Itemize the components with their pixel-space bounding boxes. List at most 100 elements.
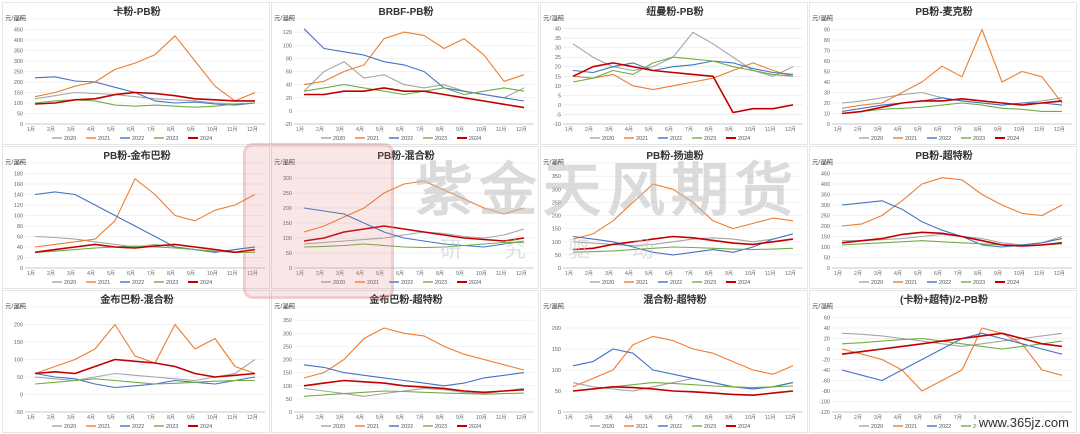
x-tick-label: 7月 [147,126,155,133]
y-tick-label: 40 [824,80,830,86]
legend-label: 2024 [738,424,750,430]
x-tick-label: 9月 [994,126,1002,133]
chart-panel-5: PB粉-金布巴粉 元/湿吨 0 20 40 60 80 100 120 140 160 180 200 1… [2,146,270,289]
x-tick-label: 2月 [47,126,55,133]
x-tick-label: 7月 [954,414,962,421]
y-tick-label: 150 [283,221,292,227]
series-line-2021 [303,327,525,379]
y-tick-label: 5 [558,93,561,99]
x-tick-label: 8月 [436,414,444,421]
chart-panel-4: PB粉-麦克粉 元/湿吨 0 10 20 30 40 50 60 70 80 90 100 1月 2月 3月 4… [809,2,1077,145]
x-tick-label: 4月 [356,126,364,133]
watermark-seal-logo [243,143,394,299]
x-tick-label: 3月 [874,270,882,277]
legend-label: 2021 [905,280,917,286]
y-tick-label: 180 [14,172,23,178]
x-tick-label: 7月 [147,414,155,421]
y-tick-label: 150 [283,371,292,377]
legend-label: 2023 [166,280,178,286]
x-tick-label: 11月 [765,414,776,421]
chart-panel-9: 金布巴粉-混合粉 元/湿吨 -50 0 50 100 150 200 250 1月 2月 3月 4月 5月… [2,290,270,433]
x-tick-label: 6月 [934,270,942,277]
x-tick-label: 3月 [67,270,75,277]
x-tick-label: 11月 [227,414,238,421]
x-tick-label: 7月 [416,270,424,277]
y-tick-label: 120 [14,203,23,209]
y-tick-label: 350 [821,193,830,199]
x-tick-label: 5月 [107,270,115,277]
x-tick-label: 5月 [645,126,653,133]
x-tick-label: 2月 [854,126,862,133]
legend-label: 2021 [367,424,379,430]
x-tick-label: 2月 [854,270,862,277]
y-tick-label: 0 [289,266,292,272]
legend-label: 2020 [602,136,614,142]
y-tick-label: 400 [14,38,23,44]
x-tick-label: 12月 [1054,270,1065,277]
x-tick-label: 12月 [785,270,796,277]
y-tick-label: 0 [827,266,830,272]
x-tick-label: 6月 [665,414,673,421]
y-axis-unit: 元/湿吨 [812,13,834,22]
x-tick-label: 4月 [625,126,633,133]
x-tick-label: 12月 [247,270,258,277]
y-tick-label: -5 [556,112,561,118]
y-tick-label: 0 [558,410,561,416]
x-tick-label: 12月 [1054,126,1065,133]
x-tick-label: 7月 [416,126,424,133]
x-tick-label: 7月 [147,270,155,277]
x-tick-label: 6月 [396,270,404,277]
x-tick-label: 7月 [954,270,962,277]
x-tick-label: 2月 [585,126,593,133]
chart-panel-3: 纽曼粉-PB粉 元/湿吨 -10 -5 0 5 10 15 20 25 30 35 40 45 1月 2月 3月… [540,2,808,145]
x-tick-label: 9月 [725,270,733,277]
y-tick-label: 100 [283,236,292,242]
legend-label: 2021 [98,280,110,286]
x-tick-label: 9月 [725,126,733,133]
legend-label: 2021 [905,136,917,142]
y-axis-unit: 元/湿吨 [5,13,27,22]
x-tick-label: 10月 [745,414,756,421]
x-tick-label: 8月 [705,126,713,133]
x-tick-label: 7月 [954,126,962,133]
x-tick-label: 5月 [914,270,922,277]
x-tick-label: 12月 [516,126,527,133]
y-tick-label: 100 [552,368,561,374]
y-tick-label: 25 [555,55,561,61]
x-tick-label: 10月 [1014,126,1025,133]
y-tick-label: 140 [283,17,292,23]
chart-title: 卡粉-PB粉 [113,5,160,18]
x-tick-label: 5月 [107,126,115,133]
x-tick-label: 8月 [974,126,982,133]
series-line-2021 [303,180,525,233]
x-tick-label: 9月 [725,414,733,421]
y-tick-label: 250 [14,70,23,76]
series-line-2024 [572,62,794,114]
x-tick-label: 4月 [625,414,633,421]
x-tick-label: 10月 [207,414,218,421]
x-tick-label: 12月 [247,414,258,421]
y-tick-label: 40 [17,245,23,251]
y-tick-label: 300 [283,176,292,182]
legend-label: 2023 [704,280,716,286]
legend-label: 2022 [670,136,682,142]
x-tick-label: 5月 [914,414,922,421]
x-tick-label: 6月 [396,414,404,421]
x-tick-label: 11月 [496,126,507,133]
y-tick-label: 40 [824,326,830,332]
legend-label: 2024 [738,136,750,142]
series-line-2020 [841,332,1063,347]
x-tick-label: 4月 [356,270,364,277]
y-tick-label: 0 [20,266,23,272]
x-tick-label: 9月 [187,414,195,421]
legend-label: 2024 [200,424,212,430]
x-tick-label: 1月 [296,270,304,277]
series-line-2024 [303,225,525,242]
x-tick-label: 4月 [87,126,95,133]
y-tick-label: 0 [20,122,23,128]
y-tick-label: 50 [17,375,23,381]
y-tick-label: 100 [552,240,561,246]
